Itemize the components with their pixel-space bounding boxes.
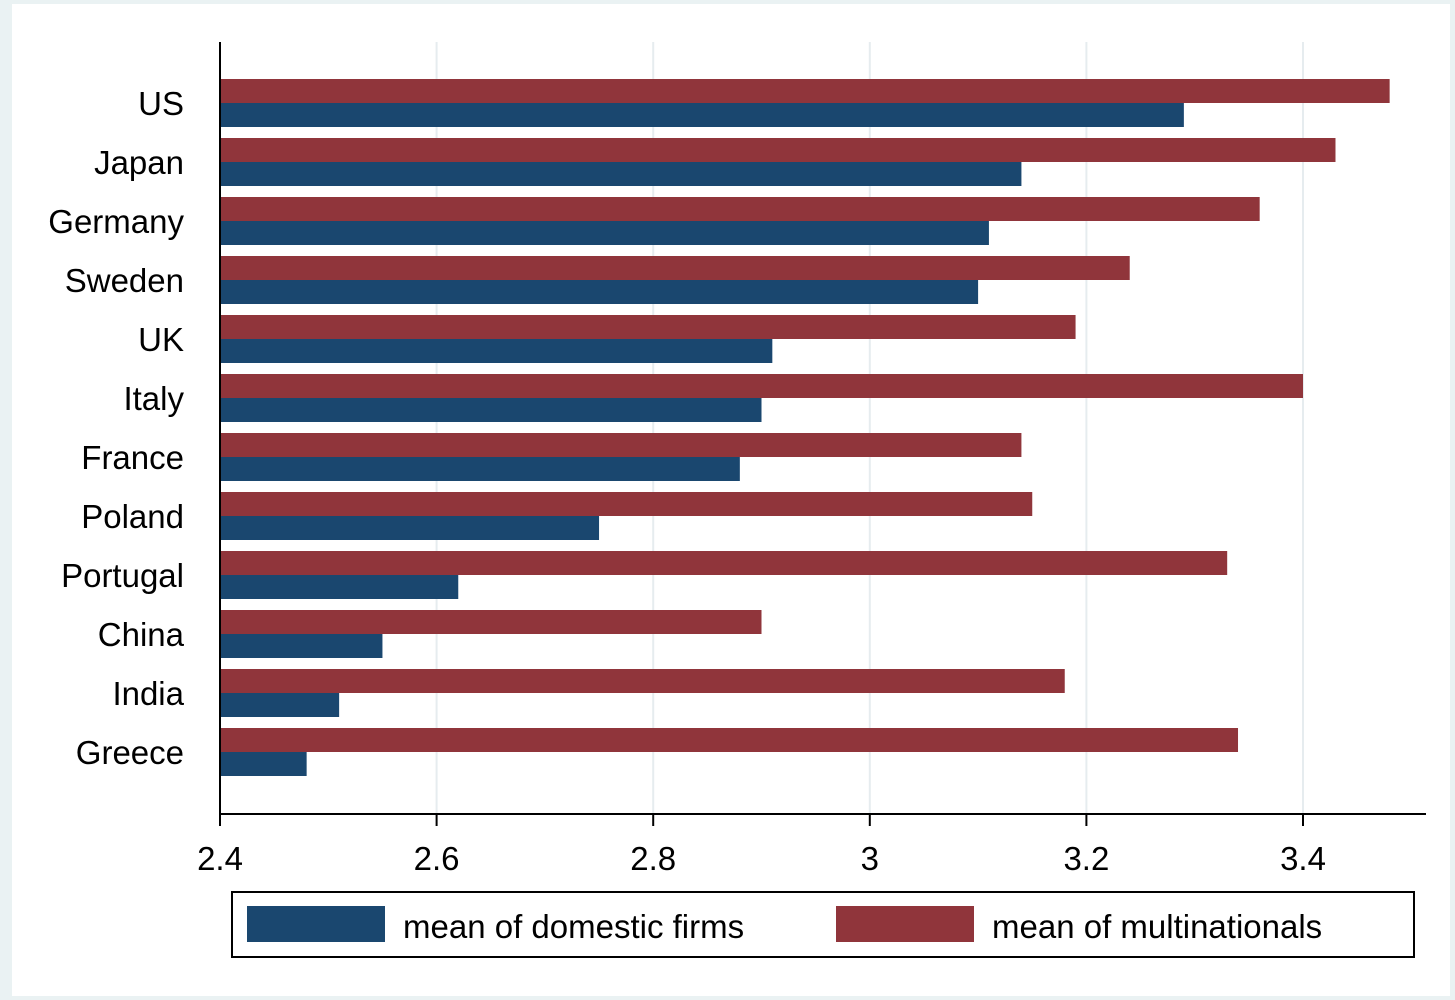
legend-box	[231, 891, 1415, 958]
bar-domestic-china	[220, 634, 383, 658]
bar-domestic-france	[220, 457, 740, 481]
axes-layer	[219, 42, 1426, 826]
x-tick-label: 2.6	[414, 840, 460, 877]
y-category-label: China	[98, 616, 185, 653]
x-tick-label: 2.8	[630, 840, 676, 877]
legend-swatch-multinationals	[836, 906, 974, 942]
y-category-label: Portugal	[61, 557, 184, 594]
bar-multinationals-greece	[220, 728, 1239, 752]
bar-multinationals-uk	[220, 315, 1076, 339]
bar-multinationals-india	[220, 669, 1065, 693]
bar-domestic-japan	[220, 162, 1022, 186]
bar-multinationals-sweden	[220, 256, 1130, 280]
bar-multinationals-poland	[220, 492, 1033, 516]
y-category-label: Germany	[48, 203, 184, 240]
y-category-label: Poland	[81, 498, 184, 535]
bar-domestic-germany	[220, 221, 989, 245]
x-tick-label: 2.4	[197, 840, 243, 877]
legend-label-multinationals: mean of multinationals	[992, 908, 1322, 945]
bar-domestic-uk	[220, 339, 773, 363]
y-category-label: Sweden	[65, 262, 184, 299]
x-tick-label: 3.2	[1063, 840, 1109, 877]
y-category-label: Italy	[123, 380, 184, 417]
y-category-label: UK	[138, 321, 184, 358]
bar-multinationals-china	[220, 610, 762, 634]
bar-domestic-india	[220, 693, 340, 717]
legend: mean of domestic firms mean of multinati…	[231, 891, 1415, 958]
bar-multinationals-italy	[220, 374, 1303, 398]
legend-label-domestic: mean of domestic firms	[403, 908, 744, 945]
bar-multinationals-japan	[220, 138, 1336, 162]
bar-multinationals-portugal	[220, 551, 1228, 575]
x-tick-label: 3.4	[1280, 840, 1326, 877]
bar-domestic-us	[220, 103, 1184, 127]
bars-layer	[220, 79, 1390, 776]
legend-swatch-domestic	[247, 906, 385, 942]
y-category-label: France	[81, 439, 184, 476]
bar-domestic-poland	[220, 516, 600, 540]
bar-multinationals-us	[220, 79, 1390, 103]
x-tick-label: 3	[861, 840, 879, 877]
bar-domestic-greece	[220, 752, 307, 776]
bar-domestic-sweden	[220, 280, 979, 304]
y-category-label: Greece	[76, 734, 184, 771]
y-category-label: US	[138, 85, 184, 122]
bar-multinationals-france	[220, 433, 1022, 457]
y-category-label: India	[112, 675, 184, 712]
labels-layer: 2.4 2.6 2.8 3 3.2 3.4 US Japan Germany Sweden UK It…	[48, 85, 1326, 877]
bar-domestic-portugal	[220, 575, 459, 599]
y-category-label: Japan	[94, 144, 184, 181]
bar-domestic-italy	[220, 398, 762, 422]
bar-multinationals-germany	[220, 197, 1260, 221]
